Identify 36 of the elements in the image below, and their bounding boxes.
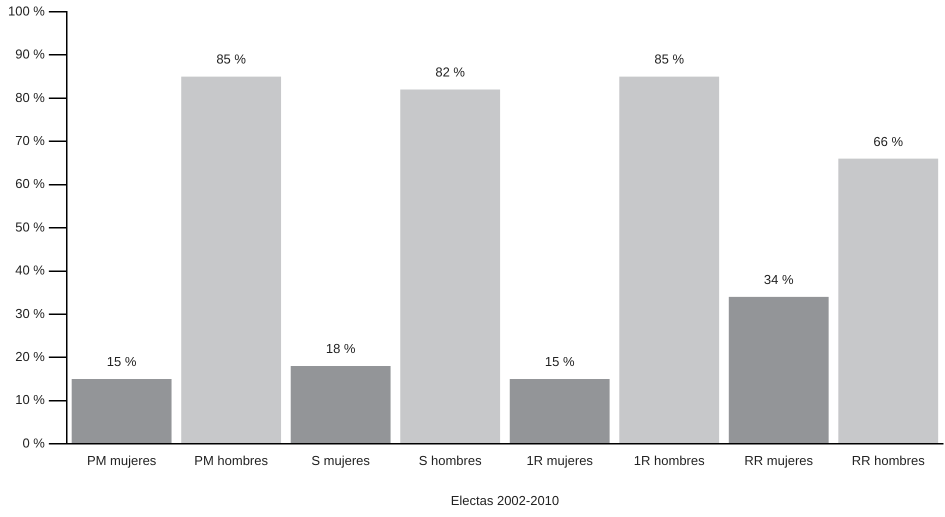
bar bbox=[181, 76, 282, 444]
y-tick-label: 70 % bbox=[15, 132, 46, 148]
bar bbox=[72, 379, 172, 444]
x-axis-title: Electas 2002-2010 bbox=[450, 492, 560, 508]
data-label: 15 % bbox=[106, 354, 137, 370]
data-label: 15 % bbox=[544, 354, 575, 370]
data-label: 85 % bbox=[216, 52, 246, 67]
data-label: 34 % bbox=[764, 272, 794, 287]
x-tick-label: PM hombres bbox=[194, 453, 268, 468]
x-tick-label: RR mujeres bbox=[744, 453, 814, 468]
y-tick-label: 90 % bbox=[15, 46, 46, 62]
bar bbox=[290, 366, 391, 444]
data-label: 82 % bbox=[435, 64, 466, 80]
bar bbox=[619, 76, 720, 444]
y-tick-label: 100 % bbox=[8, 3, 46, 18]
y-tick-label: 80 % bbox=[15, 90, 46, 105]
y-tick-label: 0 % bbox=[22, 435, 46, 450]
bar bbox=[838, 158, 938, 444]
x-tick-label: S hombres bbox=[418, 453, 482, 468]
y-tick-label: 10 % bbox=[15, 392, 46, 408]
y-tick-label: 50 % bbox=[15, 219, 46, 234]
data-label: 66 % bbox=[873, 134, 904, 149]
x-tick-label: PM mujeres bbox=[86, 453, 157, 468]
data-label: 18 % bbox=[326, 341, 356, 356]
x-tick-label: RR hombres bbox=[852, 453, 926, 468]
bar bbox=[400, 90, 500, 444]
y-tick-label: 40 % bbox=[15, 262, 46, 278]
bar bbox=[728, 296, 829, 444]
y-tick-label: 30 % bbox=[15, 306, 46, 321]
y-tick-label: 60 % bbox=[15, 176, 46, 192]
x-tick-label: 1R mujeres bbox=[526, 453, 594, 468]
bar bbox=[510, 379, 610, 444]
x-tick-label: S mujeres bbox=[311, 453, 370, 468]
x-tick-label: 1R hombres bbox=[634, 453, 706, 468]
data-label: 85 % bbox=[654, 52, 684, 67]
y-tick-label: 20 % bbox=[15, 348, 46, 364]
